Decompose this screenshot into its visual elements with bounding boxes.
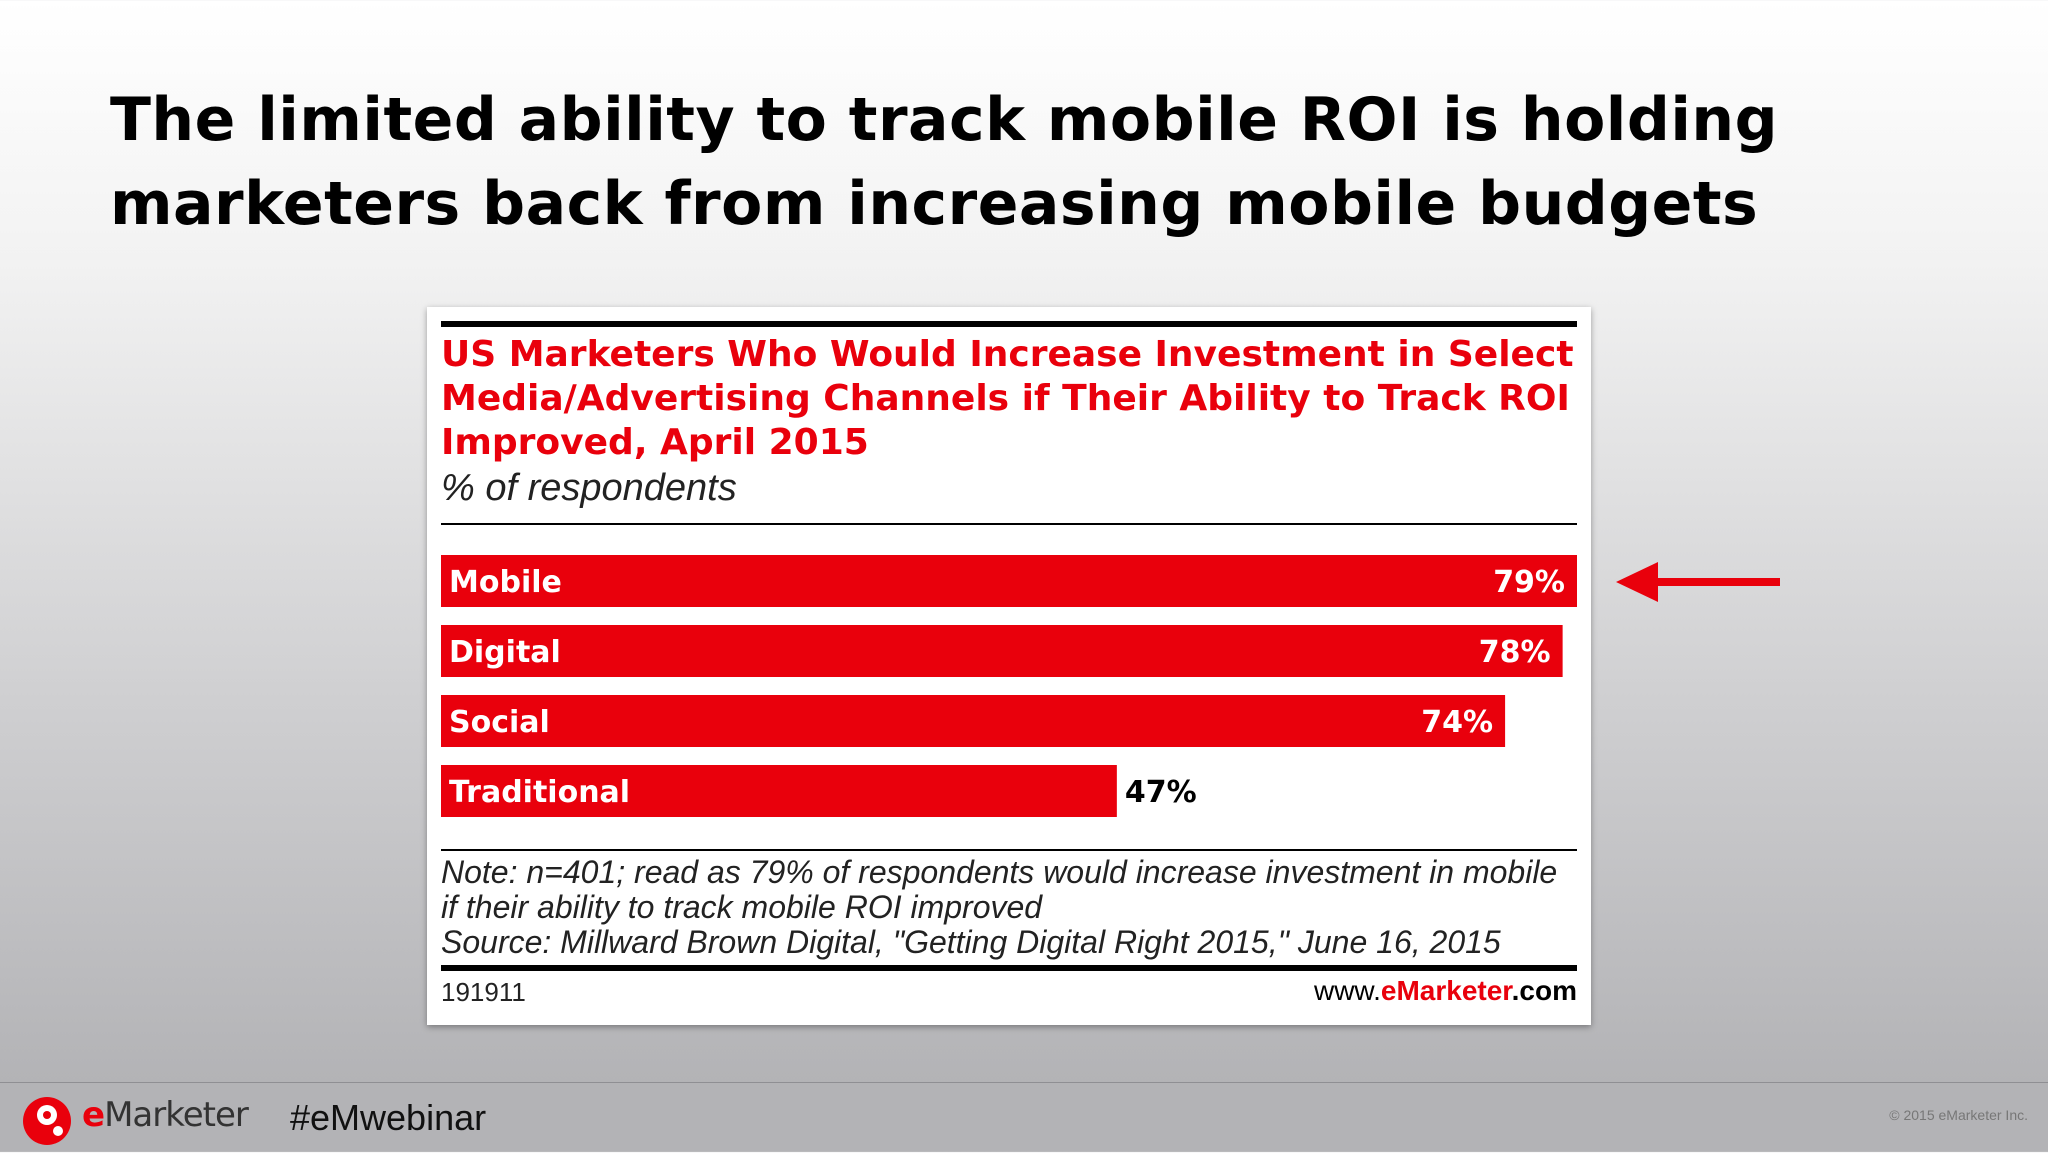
chart-card: US Marketers Who Would Increase Investme… [427, 307, 1591, 1025]
bar-value-label: 79% [1493, 565, 1565, 600]
logo-text-e: e [82, 1095, 105, 1135]
bar-traditional [441, 765, 1117, 817]
chart-note: Note: n=401; read as 79% of respondents … [441, 854, 1558, 925]
bar-mobile [441, 555, 1577, 607]
bar-category-label: Traditional [449, 775, 630, 810]
emarketer-logo-text: eMarketer [82, 1095, 249, 1135]
logo-text-rest: Marketer [104, 1095, 249, 1135]
chart-title: US Marketers Who Would Increase Investme… [441, 334, 1574, 463]
footer-bar: eMarketer #eMwebinar © 2015 eMarketer In… [0, 1082, 2048, 1153]
bar-category-label: Digital [449, 635, 561, 670]
webinar-hashtag: #eMwebinar [290, 1097, 487, 1138]
chart-source: Source: Millward Brown Digital, "Getting… [441, 924, 1501, 960]
emarketer-logo-icon [23, 1097, 71, 1145]
chart-note-rule [441, 849, 1577, 851]
bar-digital [441, 625, 1563, 677]
bar-value-label: 47% [1125, 775, 1197, 810]
copyright: © 2015 eMarketer Inc. [1889, 1107, 2028, 1123]
chart-subtitle: % of respondents [441, 467, 737, 509]
url-suffix: .com [1511, 975, 1577, 1006]
chart-id: 191911 [441, 977, 526, 1007]
chart-top-rule [441, 321, 1577, 327]
bar-chart: Mobile 79% Digital 78% Social 74% Traditional 4… [441, 555, 1577, 817]
bar-value-label: 78% [1479, 635, 1551, 670]
bar-category-label: Social [449, 705, 550, 740]
chart-header-rule [441, 523, 1577, 525]
bar-value-label: 74% [1421, 705, 1493, 740]
url-prefix: www. [1313, 975, 1381, 1006]
chart-bottom-rule [441, 965, 1577, 971]
url-brand: eMarketer [1380, 975, 1512, 1006]
chart-url[interactable]: www.eMarketer.com [1314, 975, 1577, 1007]
slide-title: The limited ability to track mobile ROI … [110, 85, 1779, 239]
bar-social [441, 695, 1506, 747]
chart-notes: Note: n=401; read as 79% of respondents … [441, 855, 1581, 960]
left-arrow-icon [1616, 562, 1780, 602]
bar-category-label: Mobile [449, 565, 562, 600]
